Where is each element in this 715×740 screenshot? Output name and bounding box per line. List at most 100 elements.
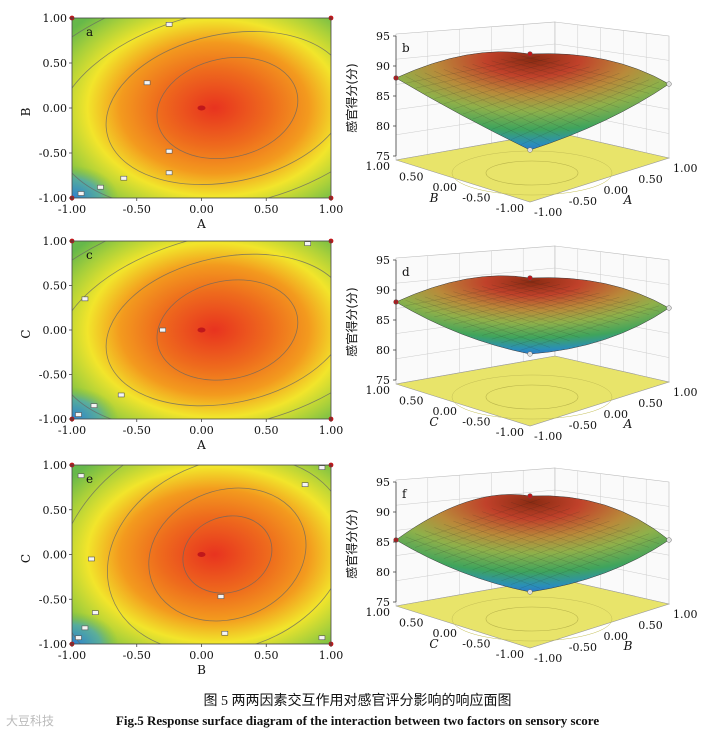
surface-mesh-b — [405, 55, 660, 146]
left-floor-tick-d-2: 0.50 — [399, 395, 424, 408]
surface-marker-f-4 — [527, 589, 533, 595]
contour-line-c-1 — [156, 279, 299, 381]
z-tick-label-f-1: 95 — [376, 476, 390, 489]
left-floor-tick-d-3: 0.00 — [433, 405, 458, 418]
design-point-a-3 — [165, 148, 173, 154]
center-point-c — [197, 327, 206, 333]
contour-line-a-2 — [105, 31, 331, 185]
floor-projection-f — [395, 577, 671, 649]
left-floor-tick-f-1: 1.00 — [366, 606, 391, 619]
right-floor-tick-f-5: 1.00 — [673, 608, 698, 621]
design-point-e-1 — [77, 473, 85, 479]
left-floor-tick-d-1: 1.00 — [366, 384, 391, 397]
surface-panel-f: 95 90 85 80 75 感官得分(分) f 1.00 0.50 0.00 -0.50 -1.00… — [344, 467, 698, 665]
y-tick-label-e-4: 0.50 — [43, 504, 68, 517]
z-tick-label-b-5: 75 — [376, 150, 390, 163]
surface-marker-d-4 — [527, 351, 533, 357]
z-axis-label-b: 感官得分(分) — [344, 63, 359, 132]
y-tick-label-c-5: 1.00 — [43, 235, 68, 248]
x-axis-label-a: A — [196, 217, 206, 231]
design-point-e-10 — [75, 635, 82, 641]
z-tick-label-b-4: 80 — [376, 120, 390, 133]
x-tick-label-a-4: 0.50 — [254, 203, 279, 216]
panel-letter-d: d — [402, 265, 410, 279]
y-tick-label-a-1: -1.00 — [39, 192, 67, 205]
design-point-e-6 — [217, 594, 225, 599]
floor-projection-b — [395, 131, 671, 203]
left-floor-tick-b-5: -1.00 — [496, 202, 524, 215]
y-tick-label-e-1: -1.00 — [39, 638, 67, 651]
right-floor-axis-label-d: A — [623, 417, 633, 431]
surface-marker-f-3 — [666, 537, 672, 543]
design-point-c-6 — [75, 412, 82, 417]
left-floor-tick-f-3: 0.00 — [433, 627, 458, 640]
surface-marker-d-3 — [666, 305, 672, 311]
right-floor-tick-f-4: 0.50 — [638, 619, 663, 632]
right-floor-axis-label-b: A — [623, 193, 633, 207]
y-tick-label-c-3: 0.00 — [43, 324, 68, 337]
panel-letter-f: f — [402, 487, 408, 501]
left-floor-tick-d-5: -1.00 — [496, 426, 524, 439]
z-tick-label-f-4: 80 — [376, 566, 390, 579]
x-tick-label-e-5: 1.00 — [319, 649, 344, 662]
right-floor-axis-label-f: B — [623, 639, 633, 653]
contour-panel-c: c -1.00 -0.50 0.00 0.50 1.00 -1.00 -0.50 0.00 0.5… — [19, 235, 343, 452]
surface-marker-b-4 — [527, 147, 533, 153]
figure-canvas: a -1.00 -0.50 0.00 0.50 1.00 -1.00 -0.50 0.00 0.5… — [19, 12, 698, 677]
surface-marker-d-2 — [527, 275, 533, 281]
contour-panel-e: e -1.00 -0.50 0.00 0.50 1.00 -1.00 -0.50 0.00 0.5… — [19, 459, 344, 677]
right-floor-tick-b-4: 0.50 — [638, 173, 663, 186]
y-axis-label-a: B — [19, 107, 33, 116]
surface-marker-f-2 — [527, 493, 533, 499]
right-floor-tick-d-5: 1.00 — [673, 386, 698, 399]
design-point-c-5 — [90, 403, 98, 408]
surface-panel-b: 95 90 85 80 75 感官得分(分) b 1.00 0.50 0.00 -0.50 -1.00… — [344, 21, 698, 219]
right-floor-tick-d-4: 0.50 — [638, 397, 663, 410]
y-tick-label-e-5: 1.00 — [43, 459, 68, 472]
contour-line-a-1 — [156, 56, 299, 160]
design-point-e-5 — [92, 610, 99, 615]
x-tick-label-e-1: -1.00 — [58, 649, 86, 662]
contour-line-c-2 — [105, 253, 331, 407]
panel-letter-c: c — [86, 248, 93, 262]
y-tick-label-c-4: 0.50 — [43, 280, 68, 293]
contour-line-e-1 — [182, 515, 273, 594]
surface-marker-b-3 — [666, 81, 672, 87]
right-floor-tick-b-2: -0.50 — [569, 195, 597, 208]
right-floor-tick-b-5: 1.00 — [673, 162, 698, 175]
surface-mesh-d — [405, 279, 660, 351]
watermark: 大豆科技 — [6, 714, 55, 728]
x-tick-label-c-2: -0.50 — [123, 424, 151, 437]
surface-marker-b-2 — [527, 51, 533, 57]
left-floor-tick-f-5: -1.00 — [496, 648, 524, 661]
caption-chinese: 图 5 两两因素交互作用对感官评分影响的响应面图 — [203, 694, 512, 709]
contour-panel-a: a -1.00 -0.50 0.00 0.50 1.00 -1.00 -0.50 0.00 0.5… — [19, 12, 344, 231]
y-tick-label-e-3: 0.00 — [43, 549, 68, 562]
y-axis-label-e: C — [19, 554, 33, 563]
x-tick-label-c-4: 0.50 — [254, 424, 279, 437]
right-floor-tick-d-2: -0.50 — [569, 419, 597, 432]
x-tick-label-e-3: 0.00 — [189, 649, 214, 662]
z-tick-label-d-4: 80 — [376, 344, 390, 357]
contour-line-e-2 — [148, 487, 307, 622]
surface-mesh-f — [405, 499, 660, 589]
right-floor-tick-d-1: -1.00 — [534, 430, 562, 443]
design-point-e-9 — [318, 635, 326, 641]
z-tick-label-f-5: 75 — [376, 596, 390, 609]
design-point-c-1 — [304, 241, 311, 246]
design-point-a-2 — [143, 80, 151, 86]
left-floor-axis-label-d: C — [429, 415, 438, 429]
z-tick-label-d-3: 85 — [376, 314, 390, 327]
z-tick-label-d-5: 75 — [376, 374, 390, 387]
x-tick-label-a-5: 1.00 — [319, 203, 344, 216]
x-axis-label-e: B — [197, 663, 206, 677]
design-point-a-1 — [165, 21, 173, 27]
x-tick-label-e-4: 0.50 — [254, 649, 279, 662]
center-point-a — [197, 105, 206, 111]
left-floor-tick-b-4: -0.50 — [462, 192, 490, 205]
z-axis-label-d: 感官得分(分) — [344, 287, 359, 356]
right-floor-tick-f-3: 0.00 — [604, 630, 629, 643]
y-tick-label-a-2: -0.50 — [39, 147, 67, 160]
left-floor-tick-b-2: 0.50 — [399, 171, 424, 184]
y-tick-label-a-3: 0.00 — [43, 102, 68, 115]
